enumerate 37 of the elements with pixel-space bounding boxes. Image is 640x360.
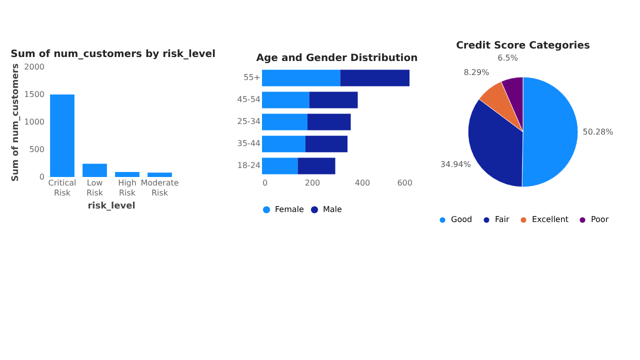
y-tick-label: 45-54	[237, 95, 260, 104]
legend-label: Excellent	[532, 214, 569, 224]
x-tick-label: Low Risk	[86, 178, 104, 198]
x-tick-label: 200	[304, 178, 320, 188]
x-tick-label: Critical Risk	[48, 178, 76, 198]
x-tick-label: 600	[397, 178, 412, 188]
bar	[50, 94, 74, 177]
legend-label: Female	[275, 204, 304, 214]
y-tick-label: 25-34	[237, 117, 260, 126]
y-axis-title: Sum of num_customers	[11, 63, 22, 182]
data-label: 50.28%	[582, 128, 614, 137]
legend-label: Poor	[591, 214, 610, 224]
x-tick-label: High Risk	[118, 178, 136, 198]
y-tick-label: 1500	[24, 90, 44, 99]
y-tick-label: 18-24	[237, 161, 260, 170]
legend-label: Fair	[495, 214, 510, 224]
bar	[115, 172, 140, 177]
y-tick-label: 55+	[244, 73, 260, 82]
y-tick-label: 0	[39, 172, 44, 182]
bar	[82, 164, 107, 177]
y-tick-label: 2000	[24, 62, 44, 72]
legend-label: Good	[451, 214, 472, 224]
bar	[148, 172, 172, 177]
x-axis-title: risk_level	[88, 202, 136, 212]
y-tick-label: 35-44	[237, 139, 260, 148]
y-tick-label: 500	[29, 145, 44, 154]
data-label: 8.29%	[464, 68, 490, 78]
x-tick-label: 400	[354, 178, 370, 188]
data-label: 34.94%	[440, 160, 472, 170]
legend-label: Male	[323, 204, 342, 214]
x-tick-label: Moderate Risk	[140, 178, 179, 198]
chart-title: Sum of num_customers by risk_level	[10, 48, 216, 60]
x-tick-label: 0	[262, 178, 268, 188]
chart-title: Credit Score Categories	[456, 40, 590, 52]
data-label: 6.5%	[498, 54, 518, 63]
y-tick-label: 1000	[24, 118, 44, 126]
chart-title: Age and Gender Distribution	[256, 53, 418, 64]
